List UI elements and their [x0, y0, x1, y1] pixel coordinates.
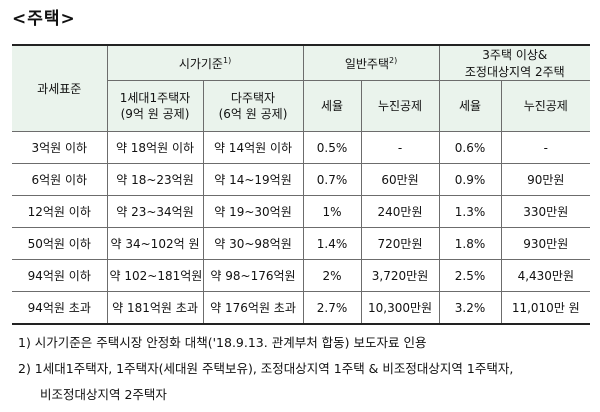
cell-multi-rate: 0.9% [438, 163, 502, 196]
footnote-1: 1) 시가기준은 주택시장 안정화 대책('18.9.13. 관계부처 합동) … [18, 335, 427, 350]
cell-multi-owner: 약 30~98억원 [202, 227, 304, 260]
header-tax-base: 과세표준 [12, 44, 108, 132]
header-general-deduction: 누진공제 [360, 80, 440, 132]
header-single-owner: 1세대1주택자 (9억 원 공제) [106, 80, 204, 132]
cell-general-rate: 0.7% [302, 163, 362, 196]
header-multi-owner: 다주택자 (6억 원 공제) [202, 80, 304, 132]
cell-single-owner: 약 18~23억원 [106, 163, 204, 196]
header-multi-housing: 3주택 이상& 조정대상지역 2주택 [438, 44, 591, 81]
cell-general-rate: 2.7% [302, 291, 362, 325]
table-row: 6억원 이하 약 18~23억원 약 14~19억원 0.7% 60만원 0.9… [12, 163, 591, 196]
cell-tax-base: 94억원 이하 [12, 259, 108, 292]
cell-multi-deduction: 90만원 [500, 163, 591, 196]
cell-single-owner: 약 18억원 이하 [106, 131, 204, 164]
cell-tax-base: 94억원 초과 [12, 291, 108, 325]
cell-general-deduction: 10,300만원 [360, 291, 440, 325]
header-multi-rate: 세율 [438, 80, 502, 132]
cell-general-deduction: - [360, 131, 440, 164]
cell-single-owner: 약 102~181억원 [106, 259, 204, 292]
header-general-housing: 일반주택2) [302, 44, 440, 81]
cell-multi-rate: 1.3% [438, 195, 502, 228]
cell-general-rate: 0.5% [302, 131, 362, 164]
footnote-2-continued: 비조정대상지역 2주택자 [40, 387, 167, 402]
table-row: 3억원 이하 약 18억원 이하 약 14억원 이하 0.5% - 0.6% - [12, 131, 591, 164]
cell-multi-rate: 0.6% [438, 131, 502, 164]
cell-single-owner: 약 181억원 초과 [106, 291, 204, 325]
cell-multi-deduction: 330만원 [500, 195, 591, 228]
cell-multi-rate: 2.5% [438, 259, 502, 292]
cell-multi-owner: 약 176억원 초과 [202, 291, 304, 325]
cell-multi-owner: 약 14~19억원 [202, 163, 304, 196]
header-multi-deduction: 누진공제 [500, 80, 591, 132]
header-market-price: 시가기준1) [106, 44, 304, 81]
cell-general-rate: 1.4% [302, 227, 362, 260]
footnotes: 1) 시가기준은 주택시장 안정화 대책('18.9.13. 관계부처 합동) … [18, 330, 513, 408]
cell-tax-base: 50억원 이하 [12, 227, 108, 260]
cell-general-deduction: 60만원 [360, 163, 440, 196]
cell-general-deduction: 3,720만원 [360, 259, 440, 292]
cell-tax-base: 12억원 이하 [12, 195, 108, 228]
table-row: 94억원 초과 약 181억원 초과 약 176억원 초과 2.7% 10,30… [12, 291, 591, 325]
cell-tax-base: 6억원 이하 [12, 163, 108, 196]
cell-tax-base: 3억원 이하 [12, 131, 108, 164]
footnote-2: 2) 1세대1주택자, 1주택자(세대원 주택보유), 조정대상지역 1주택 &… [18, 361, 514, 376]
cell-multi-rate: 1.8% [438, 227, 502, 260]
table-row: 12억원 이하 약 23~34억원 약 19~30억원 1% 240만원 1.3… [12, 195, 591, 228]
cell-general-rate: 1% [302, 195, 362, 228]
cell-multi-deduction: 930만원 [500, 227, 591, 260]
cell-single-owner: 약 23~34억원 [106, 195, 204, 228]
cell-multi-owner: 약 98~176억원 [202, 259, 304, 292]
section-title: <주택> [12, 9, 76, 29]
table-row: 94억원 이하 약 102~181억원 약 98~176억원 2% 3,720만… [12, 259, 591, 292]
cell-multi-deduction: - [500, 131, 591, 164]
cell-single-owner: 약 34~102억 원 [106, 227, 204, 260]
cell-multi-rate: 3.2% [438, 291, 502, 325]
property-tax-table: 과세표준 시가기준1) 일반주택2) 3주택 이상& 조정대상지역 2주택 1세대… [12, 44, 591, 325]
cell-multi-deduction: 11,010만 원 [500, 291, 591, 325]
cell-multi-owner: 약 19~30억원 [202, 195, 304, 228]
cell-general-deduction: 720만원 [360, 227, 440, 260]
cell-general-deduction: 240만원 [360, 195, 440, 228]
cell-multi-owner: 약 14억원 이하 [202, 131, 304, 164]
cell-multi-deduction: 4,430만원 [500, 259, 591, 292]
table-row: 50억원 이하 약 34~102억 원 약 30~98억원 1.4% 720만원… [12, 227, 591, 260]
cell-general-rate: 2% [302, 259, 362, 292]
header-general-rate: 세율 [302, 80, 362, 132]
